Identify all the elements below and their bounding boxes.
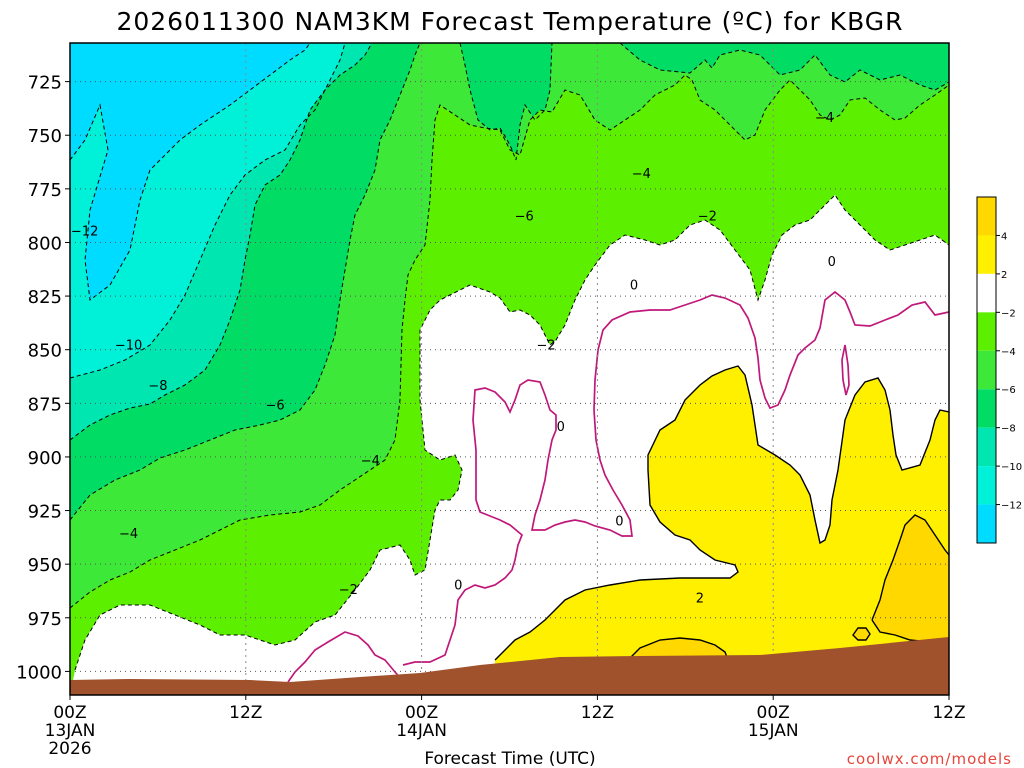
colorbar-label: −4 (1001, 347, 1016, 358)
colorbar-band (977, 504, 996, 543)
contour-label: 0 (828, 255, 836, 270)
colorbar-label: −8 (1001, 424, 1016, 435)
colorbar-band (977, 389, 996, 428)
colorbar-band (977, 427, 996, 467)
plot-frame (69, 42, 950, 696)
band-plus4 (872, 515, 949, 642)
band-plus4-c (853, 628, 870, 640)
y-tick-label: 1000 (16, 662, 62, 683)
colorbar-band (977, 197, 996, 236)
y-tick-label: 875 (28, 394, 62, 415)
colorbar-label: −6 (1001, 385, 1016, 396)
y-tick-label: 975 (28, 609, 62, 630)
y-tick-label: 850 (28, 341, 62, 362)
chart-title: 2026011300 NAM3KM Forecast Temperature (… (116, 7, 903, 36)
y-tick-label: 750 (28, 126, 62, 147)
x-tick-date: 14JAN (396, 721, 447, 741)
contour-label: −8 (148, 379, 167, 394)
plot-area: −12 −10 −8 −6 −4 −4 −2 −6 −4 −4 −2 −2 0 0 0 0 0 2 (70, 43, 949, 695)
credit-text: coolwx.com/models (847, 750, 1012, 768)
contour-label: −4 (632, 167, 651, 182)
contour-label: −4 (815, 111, 834, 126)
contour-label: 2 (696, 591, 704, 606)
contour-label: 0 (615, 514, 623, 529)
colorbar: 4 2 −2 −4 −6 −8 −10 −12 (976, 196, 1022, 544)
colorbar-band (977, 350, 996, 390)
y-tick-label: 725 (28, 73, 62, 94)
colorbar-label: −10 (1001, 462, 1022, 473)
colorbar-label: 4 (1001, 231, 1007, 242)
y-tick-label: 900 (28, 448, 62, 469)
colorbar-band (977, 312, 996, 351)
x-tick-year: 2026 (48, 739, 91, 759)
x-tick-label: 12Z (229, 703, 262, 723)
contour-label: −2 (537, 338, 556, 353)
y-tick-label: 825 (28, 287, 62, 308)
grid-vertical (245, 43, 774, 695)
surface-terrain (70, 637, 949, 695)
zero-isotherm (287, 290, 949, 683)
contour-labels: −12 −10 −8 −6 −4 −4 −2 −6 −4 −4 −2 −2 0 0 0 0 0 2 (71, 111, 836, 606)
x-tick-label: 00Z (405, 703, 438, 723)
x-axis-label: Forecast Time (UTC) (424, 749, 595, 768)
contour-label: 0 (557, 420, 565, 435)
warm-contours (494, 365, 949, 661)
colorbar-label: −2 (1001, 308, 1016, 319)
y-tick-label: 800 (28, 233, 62, 254)
contour-label: 0 (630, 278, 638, 293)
contour-label: −2 (339, 583, 358, 598)
contour-label: −6 (515, 210, 534, 225)
contour-label: −4 (119, 527, 138, 542)
x-tick-label: 00Z (757, 703, 790, 723)
x-tick-date: 15JAN (748, 721, 799, 741)
band-plus4-b (630, 638, 728, 660)
contour-label: −12 (71, 225, 98, 240)
x-tick-date: 13JAN (45, 721, 96, 741)
contour-label: −4 (361, 454, 380, 469)
colorbar-label: −12 (1001, 501, 1022, 512)
band-minus2 (70, 195, 949, 695)
band-plus2 (495, 366, 949, 695)
y-tick-label: 775 (28, 180, 62, 201)
x-tick-label: 12Z (932, 703, 965, 723)
y-tick-label: 950 (28, 555, 62, 576)
colorbar-band (977, 273, 996, 313)
contour-label: 0 (454, 579, 462, 594)
colorbar-label: 2 (1001, 270, 1007, 281)
x-tick-label: 00Z (53, 703, 86, 723)
colorbar-band (977, 466, 996, 505)
contour-label: −2 (698, 210, 717, 225)
colorbar-frame (976, 196, 997, 544)
y-axis: 725 750 775 800 825 850 875 900 925 950 975 1000 (16, 73, 70, 683)
contour-label: −6 (266, 398, 285, 413)
contour-label: −10 (115, 338, 142, 353)
y-tick-label: 925 (28, 502, 62, 523)
colorbar-band (977, 235, 996, 274)
x-tick-label: 12Z (581, 703, 614, 723)
cold-contours (70, 43, 949, 671)
